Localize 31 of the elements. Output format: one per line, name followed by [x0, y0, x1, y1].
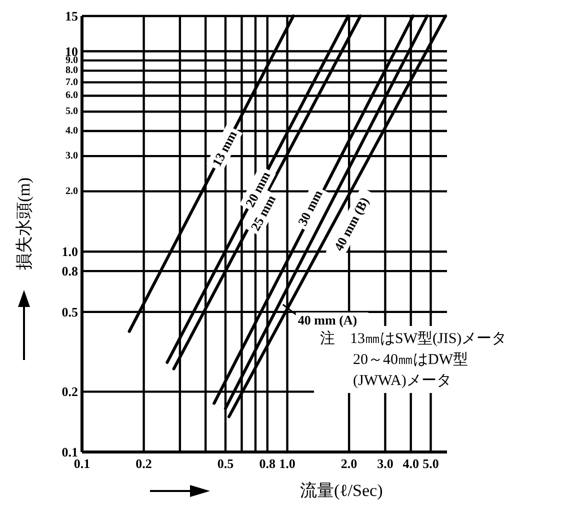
y-tick-label: 4.0 [66, 126, 78, 137]
y-tick-label: 5.0 [66, 106, 78, 118]
y-tick-label: 1.0 [62, 244, 78, 260]
y-tick-label: 6.0 [66, 90, 78, 102]
y-tick-label: 7.0 [66, 76, 78, 88]
text: 13 mm [209, 128, 240, 169]
legend-label: 40 mm (A) [298, 312, 358, 328]
y-tick-label: 0.8 [62, 264, 78, 279]
y-tick-label: 9.0 [66, 54, 78, 66]
y-tick-label: 0.5 [62, 304, 78, 320]
x-tick-label: 5.0 [422, 456, 439, 471]
annotation: 20～40㎜はDW型 [353, 351, 468, 368]
text: 30 mm [294, 187, 326, 228]
y-tick-label: 8.0 [66, 65, 78, 76]
x-tick-label: 0.5 [217, 456, 234, 471]
y-tick-label: 2.0 [66, 186, 78, 197]
x-tick-label: 4.0 [402, 456, 419, 471]
y-tick-label: 15 [65, 8, 78, 24]
x-tick-label: 0.8 [259, 456, 276, 471]
x-axis-title: 流量(ℓ/Sec) [300, 481, 383, 500]
y-tick-label: 3.0 [66, 150, 78, 162]
x-tick-label: 0.2 [136, 456, 152, 471]
text: 40 mm (B) [330, 194, 372, 254]
y-tick-label: 0.2 [62, 384, 78, 400]
y-axis-title: 損失水頭(m) [14, 177, 34, 270]
y-tick-label: 0.1 [62, 444, 78, 460]
annotation: 注 13㎜はSW型(JIS)メータ [320, 330, 507, 347]
x-tick-label: 3.0 [377, 456, 394, 471]
x-tick-label: 2.0 [340, 456, 358, 471]
x-tick-label: 1.0 [279, 456, 296, 471]
annotation: (JWWA)メータ [353, 373, 452, 389]
